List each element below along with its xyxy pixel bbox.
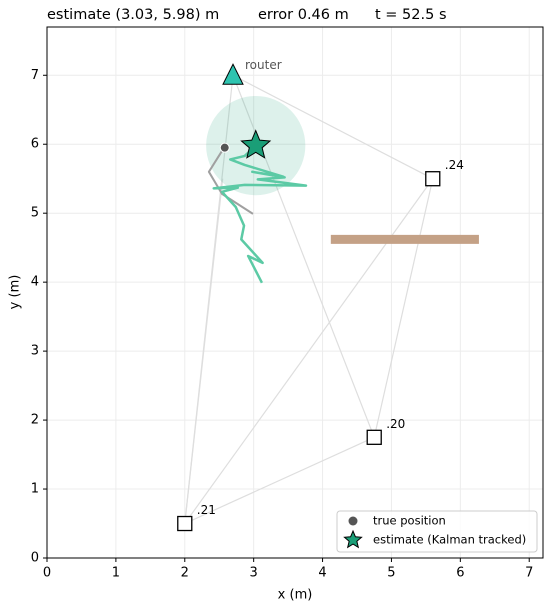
legend-marker (343, 529, 363, 549)
link-line (373, 178, 434, 438)
y-tick-label: 2 (31, 413, 39, 428)
link-line (184, 436, 375, 525)
true-track (207, 147, 254, 215)
x-tick-label: 4 (318, 566, 326, 581)
y-tick-label: 3 (31, 344, 39, 359)
y-tick-label: 0 (31, 551, 39, 566)
anchor (366, 429, 382, 445)
y-tick-label: 4 (31, 275, 39, 290)
link-line (232, 74, 434, 180)
router-label: router (245, 58, 282, 72)
x-tick-label: 2 (181, 566, 189, 581)
y-tick-label: 5 (31, 206, 39, 221)
legend-label: estimate (Kalman tracked) (373, 533, 526, 547)
y-axis-label: y (m) (8, 275, 23, 310)
true-position (219, 142, 230, 153)
link-line (184, 178, 224, 524)
x-tick-label: 0 (43, 566, 51, 581)
anchor-label: .20 (386, 417, 405, 431)
x-tick-label: 1 (112, 566, 120, 581)
chart-title: t = 52.5 s (375, 7, 447, 23)
x-tick-label: 6 (456, 566, 464, 581)
x-tick-label: 3 (250, 566, 258, 581)
legend-box (336, 510, 538, 553)
plot-frame (46, 26, 544, 559)
estimate (240, 129, 272, 159)
x-axis-label: x (m) (278, 588, 313, 603)
anchor-label: .21 (197, 503, 216, 517)
legend-marker (348, 516, 358, 526)
legend-label: true position (373, 514, 446, 528)
track (212, 145, 308, 284)
router (222, 63, 244, 85)
anchor-label: .24 (445, 158, 464, 172)
chart-title: estimate (3.03, 5.98) m (47, 7, 219, 23)
y-tick-label: 7 (31, 68, 39, 83)
anchor (425, 171, 441, 187)
x-tick-label: 7 (525, 566, 533, 581)
chart-title: error 0.46 m (258, 7, 349, 23)
y-tick-label: 1 (31, 482, 39, 497)
x-tick-label: 5 (387, 566, 395, 581)
y-tick-label: 6 (31, 137, 39, 152)
anchor (177, 515, 193, 532)
